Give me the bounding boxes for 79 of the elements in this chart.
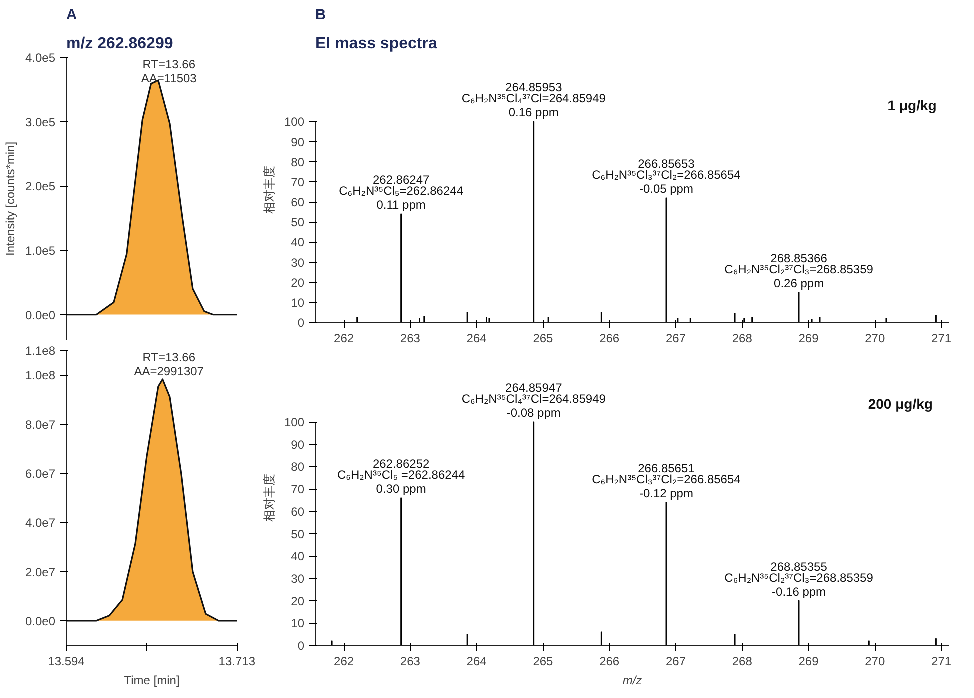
x-tick-label: 265 — [533, 332, 554, 346]
annotation: 266.85653 C₆H₂N³⁵Cl₃³⁷Cl₂=266.85654 -0.05 ppm — [592, 157, 742, 196]
y-tick-label: 2.0e7 — [25, 565, 56, 580]
chart-subtitle: m/z 262.86299 — [66, 36, 174, 52]
y-tick-label: 6.0e7 — [25, 466, 56, 481]
annotation: AA=2991307 — [134, 364, 204, 378]
y-axis-title: 相对丰度 — [262, 474, 276, 522]
annotation: 268.85366 C₆H₂N³⁵Cl₂³⁷Cl₃=268.85359 0.26 ppm — [724, 251, 874, 290]
x-tick-label: 270 — [865, 654, 886, 668]
y-tick-label: 60 — [291, 196, 305, 210]
y-tick-label: 8.0e7 — [25, 418, 56, 432]
x-tick-label: 13.713 — [218, 654, 256, 668]
x-tick-label: 269 — [798, 332, 820, 346]
annotation: AA=11503 — [141, 72, 198, 86]
y-tick-label: 90 — [291, 438, 305, 452]
x-tick-label: 267 — [666, 654, 686, 668]
y-tick-label: 1.0e8 — [25, 368, 56, 383]
y-tick-label: 70 — [291, 482, 305, 497]
y-tick-label: 1.1e8 — [25, 344, 56, 358]
annotation: 268.85355 C₆H₂N³⁵Cl₂³⁷Cl₃=268.85359 -0.16 ppm — [724, 560, 874, 599]
x-axis-title: Time [min] — [124, 674, 180, 688]
x-tick-label: 264 — [466, 654, 488, 668]
y-tick-label: 0.0e0 — [25, 308, 56, 322]
annotation: 264.85947 C₆H₂N³⁵Cl₄³⁷Cl=264.85949 -0.08 ppm — [462, 381, 606, 420]
y-tick-label: 50 — [291, 527, 305, 542]
y-tick-label: 0.0e0 — [25, 614, 56, 628]
x-tick-label: 270 — [865, 332, 886, 346]
text: 1 μg/kg — [888, 98, 937, 114]
x-tick-label: 269 — [798, 654, 820, 668]
x-tick-label: 263 — [400, 654, 421, 668]
x-tick-label: 262 — [334, 332, 354, 346]
y-tick-label: 0 — [298, 316, 305, 330]
y-tick-label: 4.0e5 — [25, 51, 56, 65]
x-tick-label: 268 — [732, 654, 753, 668]
annotation: 266.85651 C₆H₂N³⁵Cl₃³⁷Cl₂=266.85654 -0.12 ppm — [592, 461, 742, 500]
x-tick-label: 271 — [932, 332, 952, 346]
y-tick-label: 90 — [291, 135, 305, 150]
y-tick-label: 10 — [291, 296, 305, 310]
y-tick-label: 50 — [291, 216, 305, 230]
y-tick-label: 100 — [284, 416, 305, 430]
chart-subtitle: EI mass spectra — [316, 36, 438, 52]
x-axis-title: m/z — [622, 674, 642, 688]
x-tick-label: 267 — [666, 332, 686, 346]
x-tick-label: 13.594 — [48, 654, 86, 668]
y-tick-label: 60 — [291, 504, 305, 519]
annotation: 262.86247 C₆H₂N³⁵Cl₅=262.86244 0.11 ppm — [339, 173, 464, 212]
y-tick-label: 20 — [291, 594, 305, 608]
x-tick-label: 262 — [334, 654, 354, 668]
x-tick-label: 266 — [600, 332, 620, 346]
y-tick-label: 3.0e5 — [25, 115, 56, 130]
y-tick-label: 70 — [291, 175, 305, 190]
y-tick-label: 4.0e7 — [25, 516, 56, 530]
text: 200 μg/kg — [868, 396, 933, 412]
y-axis-title: Intensity [counts*min] — [3, 142, 18, 256]
annotation: RT=13.66 — [142, 350, 196, 364]
y-tick-label: 80 — [291, 460, 305, 474]
y-tick-label: 80 — [291, 155, 305, 170]
x-tick-label: 264 — [466, 332, 488, 346]
y-tick-label: 20 — [291, 276, 305, 290]
x-tick-label: 265 — [533, 654, 554, 668]
annotation: 264.85953 C₆H₂N³⁵Cl₄³⁷Cl=264.85949 0.16 ppm — [462, 80, 606, 120]
y-tick-label: 100 — [284, 115, 305, 130]
y-tick-label: 40 — [291, 550, 305, 564]
y-tick-label: 2.0e5 — [25, 180, 56, 194]
y-axis-title: 相对丰度 — [262, 166, 276, 214]
y-tick-label: 40 — [291, 236, 305, 250]
x-tick-label: 268 — [732, 332, 753, 346]
y-tick-label: 30 — [291, 572, 305, 586]
x-tick-label: 263 — [400, 332, 421, 346]
y-tick-label: 1.0e5 — [25, 244, 56, 258]
y-tick-label: 10 — [291, 616, 305, 631]
annotation: 262.86252 C₆H₂N³⁵Cl₅ =262.86244 0.30 ppm — [337, 457, 466, 496]
x-tick-label: 266 — [600, 654, 620, 668]
chart-title: B — [316, 8, 326, 24]
x-tick-label: 271 — [932, 654, 952, 668]
annotation: RT=13.66 — [142, 58, 196, 72]
y-tick-label: 0 — [298, 639, 305, 653]
chart-title: A — [66, 8, 78, 24]
y-tick-label: 30 — [291, 256, 305, 270]
